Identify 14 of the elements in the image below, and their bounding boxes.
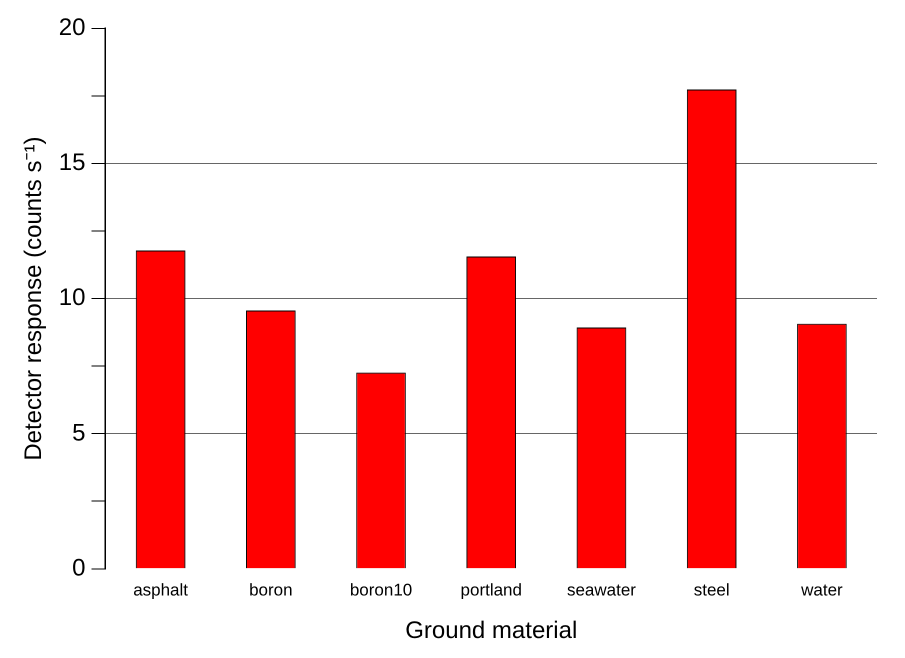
y-tick-label: 15 [58,149,86,176]
x-tick-label: steel [694,580,730,600]
x-tick-label: asphalt [133,580,188,600]
x-tick-label: boron10 [350,580,412,600]
x-tick-label: seawater [566,580,636,600]
x-tick-label: water [800,580,844,600]
x-tick-label: portland [460,580,522,600]
x-tick-label: boron [249,580,293,600]
y-tick-label: 20 [58,14,86,42]
y-tick-label: 0 [72,554,86,582]
x-axis-title: Ground material [405,617,578,644]
y-tick-label: 5 [72,419,86,446]
y-tick-label: 10 [58,284,86,312]
y-axis-title: Detector response (counts s⁻¹) [20,136,48,461]
